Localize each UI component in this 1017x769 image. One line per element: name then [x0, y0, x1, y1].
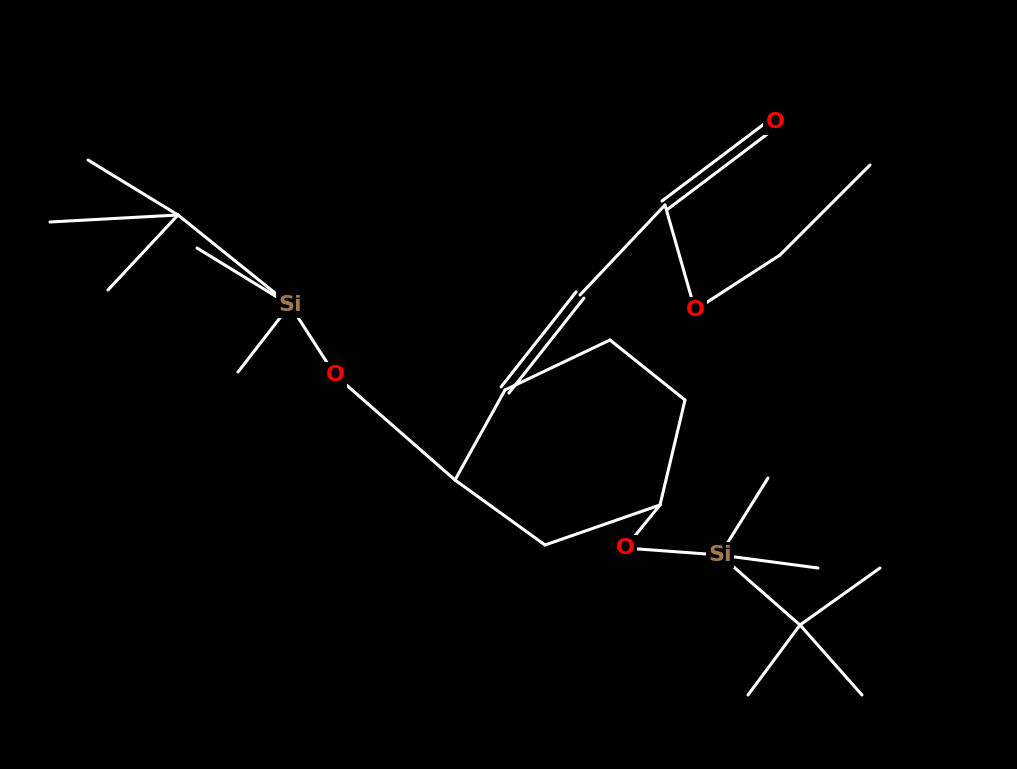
Text: Si: Si — [708, 545, 732, 565]
Text: O: O — [685, 300, 705, 320]
Text: O: O — [766, 112, 784, 132]
Text: O: O — [325, 365, 345, 385]
Text: Si: Si — [279, 295, 302, 315]
Text: O: O — [615, 538, 635, 558]
